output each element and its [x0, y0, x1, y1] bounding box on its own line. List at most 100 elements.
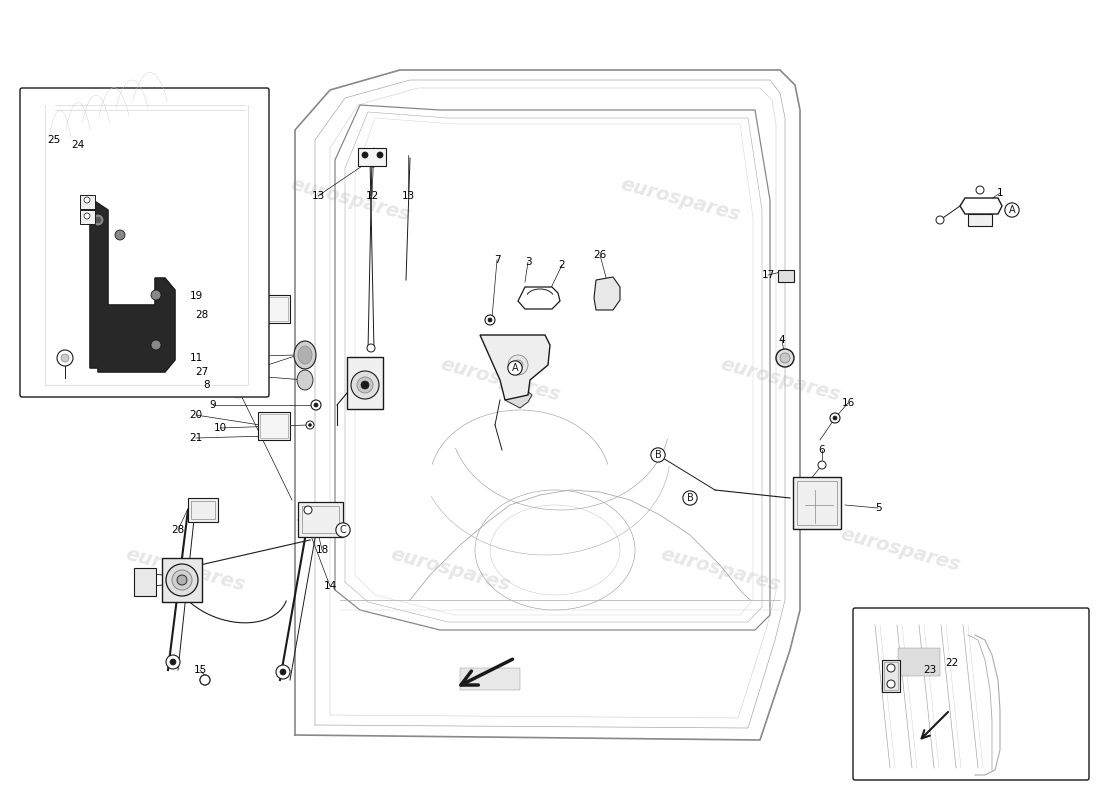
Text: 16: 16	[842, 398, 855, 408]
Polygon shape	[960, 198, 1002, 214]
Text: 25: 25	[47, 135, 60, 145]
Circle shape	[776, 349, 794, 367]
Bar	[798, 481, 837, 525]
Circle shape	[177, 575, 187, 585]
Text: eurospares: eurospares	[718, 355, 842, 405]
Text: eurospares: eurospares	[618, 175, 742, 225]
Circle shape	[60, 354, 69, 362]
Text: 3: 3	[525, 257, 531, 267]
Text: 19: 19	[189, 291, 202, 301]
Circle shape	[92, 214, 104, 226]
Bar	[260, 414, 288, 438]
Circle shape	[367, 344, 375, 352]
Circle shape	[170, 659, 176, 665]
Bar	[258, 412, 290, 440]
Circle shape	[976, 186, 984, 194]
Text: 9: 9	[210, 400, 217, 410]
Text: 26: 26	[593, 250, 606, 260]
Circle shape	[200, 675, 210, 685]
Text: 27: 27	[196, 367, 209, 377]
Polygon shape	[90, 198, 175, 372]
Text: eurospares: eurospares	[123, 355, 248, 405]
Circle shape	[276, 665, 290, 679]
Bar	[80, 195, 95, 209]
Bar	[460, 668, 520, 690]
Circle shape	[308, 423, 311, 426]
Circle shape	[311, 400, 321, 410]
Ellipse shape	[297, 370, 313, 390]
Text: C: C	[340, 525, 346, 535]
Text: 4: 4	[779, 335, 785, 345]
Circle shape	[351, 371, 380, 399]
Circle shape	[833, 416, 837, 420]
Circle shape	[57, 350, 73, 366]
Text: 18: 18	[316, 545, 329, 555]
Polygon shape	[594, 277, 620, 310]
Circle shape	[508, 355, 528, 375]
Text: 15: 15	[194, 665, 207, 675]
Text: 21: 21	[189, 433, 202, 443]
Circle shape	[280, 669, 286, 675]
Bar	[191, 501, 214, 519]
Circle shape	[377, 152, 383, 158]
Circle shape	[166, 655, 180, 669]
Bar	[134, 568, 156, 596]
Bar	[80, 210, 95, 224]
Circle shape	[362, 152, 369, 158]
Bar	[162, 558, 202, 602]
Circle shape	[368, 157, 378, 167]
Text: 20: 20	[189, 410, 202, 420]
Circle shape	[488, 318, 492, 322]
Circle shape	[830, 413, 840, 423]
Text: B: B	[686, 493, 693, 503]
Text: B: B	[654, 450, 661, 460]
Circle shape	[818, 461, 826, 469]
Text: 2: 2	[559, 260, 565, 270]
Circle shape	[358, 377, 373, 393]
Text: 17: 17	[761, 270, 774, 280]
Text: 7: 7	[494, 255, 501, 265]
Bar	[302, 506, 339, 533]
FancyBboxPatch shape	[20, 88, 270, 397]
Circle shape	[304, 506, 312, 514]
Bar	[793, 477, 842, 529]
Text: 24: 24	[72, 140, 85, 150]
Text: A: A	[512, 363, 518, 373]
Circle shape	[84, 213, 90, 219]
Circle shape	[513, 360, 522, 370]
Circle shape	[84, 197, 90, 203]
Polygon shape	[518, 287, 560, 309]
Polygon shape	[505, 370, 532, 408]
Bar	[258, 295, 290, 323]
Circle shape	[887, 680, 895, 688]
Text: 28: 28	[172, 525, 185, 535]
Circle shape	[95, 217, 101, 223]
FancyBboxPatch shape	[852, 608, 1089, 780]
Text: 11: 11	[189, 353, 202, 363]
Circle shape	[780, 353, 790, 363]
Bar	[346, 357, 383, 409]
Bar	[898, 648, 940, 676]
Circle shape	[172, 570, 192, 590]
Text: A: A	[1009, 205, 1015, 215]
Polygon shape	[480, 335, 550, 400]
Text: 13: 13	[402, 191, 415, 201]
Circle shape	[314, 403, 318, 407]
Ellipse shape	[294, 341, 316, 369]
Circle shape	[200, 675, 210, 685]
Bar	[298, 502, 343, 537]
Text: 6: 6	[818, 445, 825, 455]
Circle shape	[166, 564, 198, 596]
Ellipse shape	[298, 346, 312, 364]
Text: 23: 23	[923, 665, 936, 675]
Bar	[778, 270, 794, 282]
Text: eurospares: eurospares	[388, 545, 512, 595]
Text: 14: 14	[323, 581, 337, 591]
Bar	[884, 662, 898, 690]
Bar	[882, 660, 900, 692]
Circle shape	[306, 421, 313, 429]
Text: eurospares: eurospares	[658, 545, 782, 595]
Text: 22: 22	[945, 658, 958, 668]
Text: 28: 28	[196, 310, 209, 320]
Bar	[260, 297, 288, 321]
